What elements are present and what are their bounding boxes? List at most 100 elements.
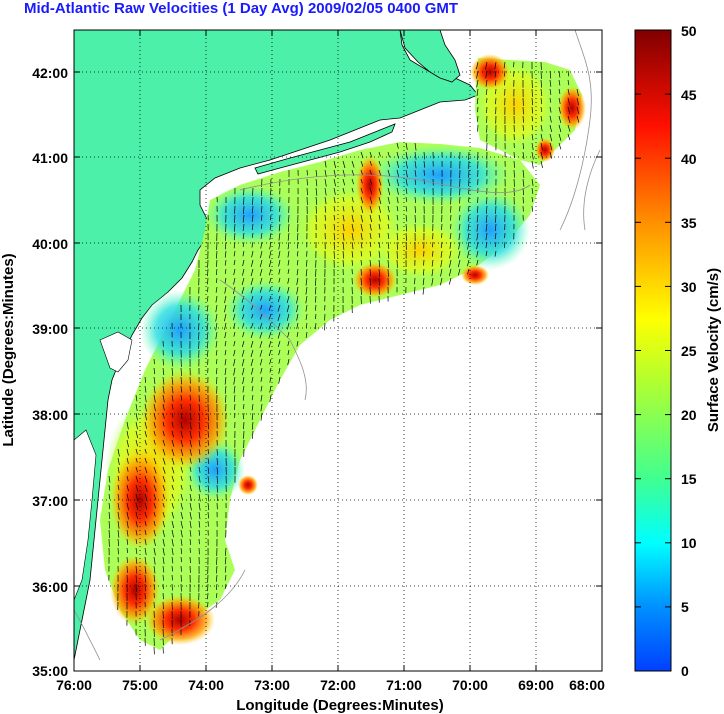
velocity-vector bbox=[243, 403, 245, 410]
velocity-vector bbox=[242, 394, 245, 401]
velocity-vector bbox=[261, 178, 263, 187]
velocity-vector bbox=[153, 565, 156, 574]
velocity-vector bbox=[171, 565, 173, 572]
velocity-vector bbox=[207, 511, 209, 519]
velocity-vector bbox=[153, 358, 155, 365]
x-tick-labels: 76:00 75:00 74:00 73:00 72:00 71:00 70:0… bbox=[56, 677, 605, 693]
velocity-vector bbox=[260, 304, 263, 310]
velocity-vector bbox=[485, 250, 488, 257]
velocity-vector bbox=[180, 376, 183, 385]
velocity-vector bbox=[531, 151, 534, 160]
velocity-vector bbox=[558, 106, 561, 114]
velocity-vector bbox=[549, 133, 553, 142]
velocity-vector bbox=[513, 169, 515, 178]
y-tick-label: 40:00 bbox=[32, 236, 68, 252]
velocity-vector bbox=[369, 160, 372, 166]
velocity-vector bbox=[360, 178, 363, 184]
velocity-vector bbox=[485, 232, 488, 241]
velocity-vector bbox=[296, 295, 299, 304]
velocity-vector bbox=[171, 475, 175, 482]
x-tick-label: 73:00 bbox=[254, 677, 290, 693]
velocity-vector bbox=[260, 250, 263, 259]
velocity-vector bbox=[259, 259, 263, 268]
y-tick-label: 36:00 bbox=[32, 579, 68, 595]
velocity-vector bbox=[224, 349, 227, 356]
velocity-vector bbox=[162, 376, 165, 385]
velocity-vector bbox=[135, 457, 138, 463]
velocity-vector bbox=[180, 448, 184, 456]
velocity-vector bbox=[135, 484, 139, 492]
velocity-vector bbox=[405, 178, 408, 186]
velocity-vector bbox=[414, 142, 417, 151]
velocity-vector bbox=[360, 250, 363, 257]
velocity-vector bbox=[277, 304, 281, 312]
velocity-vector bbox=[268, 349, 272, 357]
velocity-vector bbox=[268, 268, 272, 276]
colorbar-tick-label: 0 bbox=[681, 663, 689, 679]
velocity-vector bbox=[485, 61, 488, 70]
velocity-vector bbox=[233, 232, 236, 241]
velocity-vector bbox=[198, 493, 201, 502]
velocity-vector bbox=[485, 88, 488, 95]
velocity-vector bbox=[180, 538, 183, 546]
velocity-vector bbox=[171, 394, 174, 402]
velocity-vector bbox=[251, 232, 254, 238]
velocity-vector bbox=[305, 277, 308, 286]
velocity-vector bbox=[342, 205, 345, 212]
velocity-vector bbox=[369, 205, 373, 214]
velocity-vector bbox=[423, 178, 425, 185]
velocity-vector bbox=[224, 565, 227, 573]
velocity-vector bbox=[117, 448, 120, 457]
velocity-vector bbox=[206, 313, 209, 322]
velocity-vector bbox=[162, 430, 165, 437]
velocity-vector bbox=[206, 340, 209, 349]
velocity-vector bbox=[540, 124, 543, 132]
velocity-vector bbox=[242, 385, 245, 393]
velocity-vector bbox=[108, 529, 110, 538]
velocity-vector bbox=[135, 412, 138, 421]
velocity-vector bbox=[296, 313, 299, 321]
velocity-vector bbox=[396, 223, 399, 231]
velocity-vector bbox=[278, 259, 281, 267]
velocity-vector bbox=[378, 223, 381, 230]
velocity-vector bbox=[431, 259, 434, 267]
velocity-vector bbox=[224, 259, 227, 266]
velocity-vector bbox=[153, 538, 156, 546]
velocity-vector bbox=[287, 241, 290, 250]
velocity-vector bbox=[531, 88, 533, 97]
velocity-vector bbox=[180, 475, 183, 481]
velocity-vector bbox=[224, 250, 227, 258]
velocity-vector bbox=[396, 178, 400, 187]
velocity-vector bbox=[207, 439, 209, 446]
velocity-vector bbox=[531, 115, 534, 122]
velocity-vector bbox=[467, 241, 470, 250]
velocity-vector bbox=[108, 493, 111, 500]
velocity-vector bbox=[450, 205, 452, 213]
velocity-vector bbox=[467, 268, 470, 275]
velocity-vector bbox=[224, 376, 227, 385]
velocity-vector bbox=[162, 412, 165, 419]
velocity-vector bbox=[450, 214, 452, 221]
velocity-vector bbox=[251, 205, 254, 214]
velocity-vector bbox=[126, 538, 129, 545]
velocity-vector bbox=[207, 475, 210, 484]
velocity-vector bbox=[314, 304, 317, 311]
velocity-vector bbox=[576, 88, 579, 96]
velocity-vector bbox=[259, 268, 263, 276]
velocity-vector bbox=[315, 169, 318, 177]
velocity-vector bbox=[250, 277, 254, 285]
velocity-vector bbox=[351, 160, 355, 168]
velocity-vector bbox=[360, 241, 363, 249]
velocity-vector bbox=[207, 583, 209, 592]
velocity-vector bbox=[135, 430, 139, 438]
velocity-vector bbox=[387, 214, 390, 221]
velocity-vector bbox=[216, 448, 218, 456]
velocity-vector bbox=[369, 223, 372, 231]
velocity-vector bbox=[144, 583, 146, 592]
velocity-vector bbox=[351, 250, 354, 258]
velocity-vector bbox=[531, 142, 534, 151]
velocity-vector bbox=[297, 232, 299, 241]
velocity-vector bbox=[287, 349, 290, 356]
velocity-vector bbox=[504, 70, 506, 77]
velocity-vector bbox=[162, 421, 165, 427]
